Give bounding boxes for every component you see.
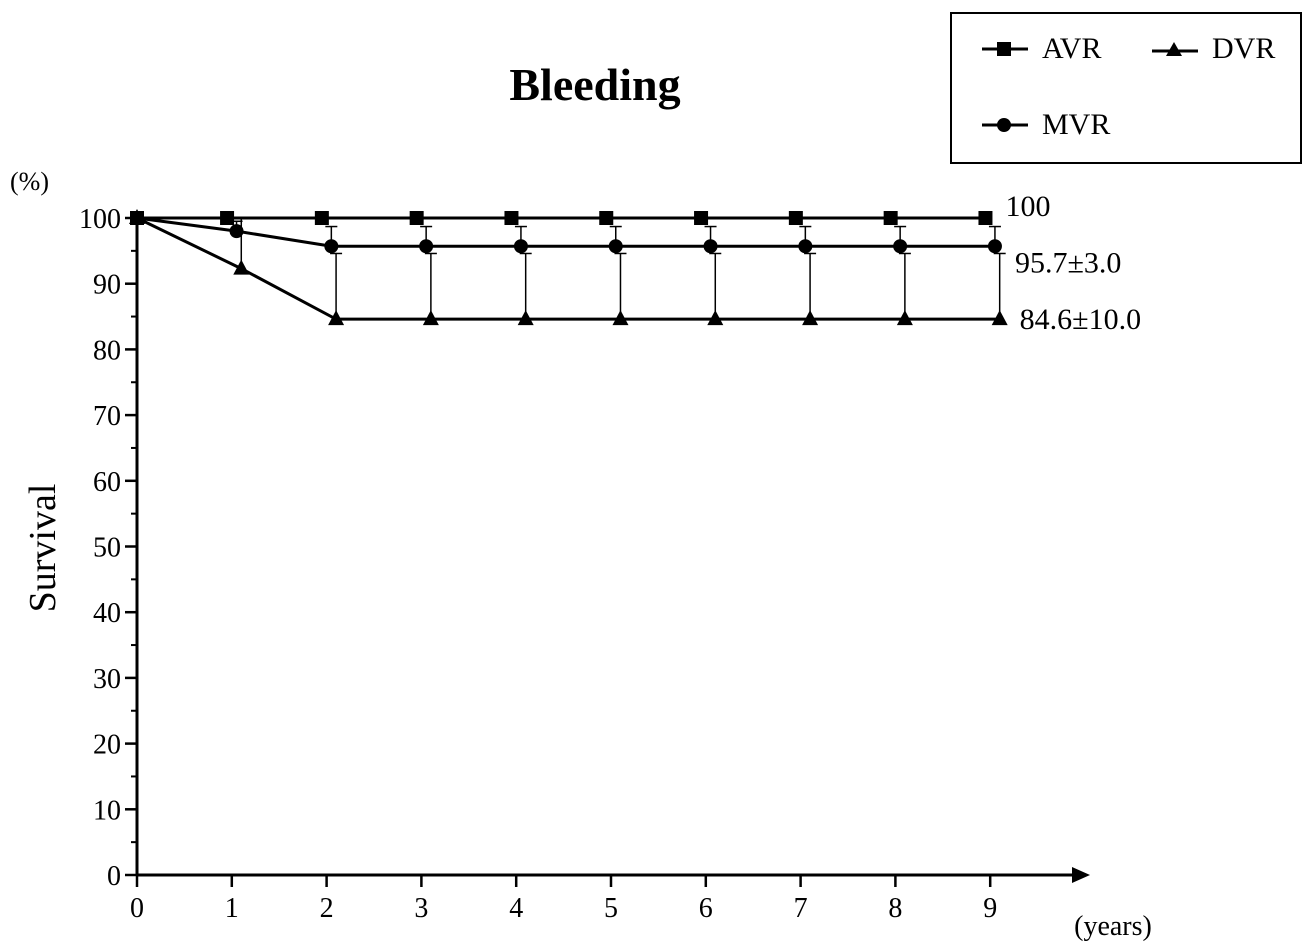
x-tick-label: 6 bbox=[699, 893, 713, 924]
y-tick-label: 70 bbox=[93, 401, 121, 432]
series-markers bbox=[129, 209, 1008, 326]
point-mvr bbox=[893, 239, 908, 254]
point-mvr bbox=[513, 239, 528, 254]
point-dvr bbox=[422, 310, 439, 326]
y-tick-label: 10 bbox=[93, 795, 121, 826]
y-tick-label: 30 bbox=[93, 664, 121, 695]
point-mvr bbox=[703, 239, 718, 254]
point-avr bbox=[883, 211, 898, 225]
end-labels: 100 95.7±3.0 84.6±10.0 bbox=[1005, 190, 1141, 336]
y-tick-label: 40 bbox=[93, 598, 121, 629]
x-tick-label: 0 bbox=[130, 893, 144, 924]
legend: AVR DVR MVR bbox=[950, 12, 1302, 164]
error-bars bbox=[230, 217, 1006, 320]
point-mvr bbox=[229, 224, 244, 239]
legend-label-dvr: DVR bbox=[1212, 32, 1276, 65]
point-avr bbox=[599, 211, 614, 225]
point-mvr bbox=[324, 239, 339, 254]
legend-item-mvr: MVR bbox=[980, 108, 1110, 142]
x-tick-label: 5 bbox=[604, 893, 618, 924]
point-mvr bbox=[798, 239, 813, 254]
end-label-mvr: 95.7±3.0 bbox=[1015, 246, 1121, 279]
legend-item-dvr: DVR bbox=[1150, 32, 1275, 66]
point-avr bbox=[314, 211, 329, 225]
x-tick-label: 9 bbox=[983, 893, 997, 924]
y-axis-unit: (%) bbox=[10, 167, 49, 196]
legend-item-avr: AVR bbox=[980, 32, 1101, 66]
point-avr bbox=[504, 211, 519, 225]
end-label-avr: 100 bbox=[1005, 190, 1050, 223]
axes: 0 10 20 30 40 50 60 70 80 90 100 0 1 2 3 4 5 6 7 8 9 bbox=[79, 204, 1090, 924]
x-tick-label: 3 bbox=[414, 893, 428, 924]
y-tick-label: 80 bbox=[93, 335, 121, 366]
chart-title: Bleeding bbox=[509, 59, 680, 110]
series-lines bbox=[136, 216, 1000, 321]
y-tick-label: 50 bbox=[93, 533, 121, 564]
y-tick-label: 0 bbox=[107, 861, 121, 892]
y-tick-label: 100 bbox=[79, 204, 121, 235]
point-dvr bbox=[896, 310, 913, 326]
series-line-mvr bbox=[136, 216, 995, 248]
point-mvr bbox=[419, 239, 434, 254]
point-dvr bbox=[517, 310, 534, 326]
point-mvr bbox=[608, 239, 623, 254]
point-mvr bbox=[987, 239, 1002, 254]
point-dvr bbox=[233, 259, 250, 275]
x-tick-label: 7 bbox=[794, 893, 808, 924]
x-tick-label: 8 bbox=[888, 893, 902, 924]
point-dvr bbox=[612, 310, 629, 326]
point-dvr bbox=[328, 310, 345, 326]
point-avr bbox=[694, 211, 709, 225]
legend-triangle-marker-icon bbox=[1152, 42, 1198, 56]
point-dvr bbox=[991, 310, 1008, 326]
series-line-dvr bbox=[136, 216, 1000, 321]
legend-label-avr: AVR bbox=[1042, 32, 1102, 65]
y-tick-label: 20 bbox=[93, 730, 121, 761]
x-tick-label: 1 bbox=[225, 893, 239, 924]
y-tick-label: 60 bbox=[93, 467, 121, 498]
legend-square-marker-icon bbox=[982, 42, 1028, 56]
end-label-dvr: 84.6±10.0 bbox=[1020, 303, 1141, 336]
point-avr bbox=[788, 211, 803, 225]
point-avr bbox=[409, 211, 424, 225]
point-avr bbox=[220, 211, 235, 225]
x-tick-label: 4 bbox=[509, 893, 523, 924]
point-dvr bbox=[129, 209, 145, 224]
x-axis-label: (years) bbox=[1074, 911, 1152, 942]
x-axis-arrow-icon bbox=[1072, 867, 1090, 883]
y-axis-label: Survival bbox=[22, 484, 64, 613]
legend-circle-marker-icon bbox=[982, 118, 1028, 132]
legend-label-mvr: MVR bbox=[1042, 108, 1111, 141]
point-avr bbox=[978, 211, 993, 225]
point-dvr bbox=[707, 310, 724, 326]
y-tick-label: 90 bbox=[93, 270, 121, 301]
point-dvr bbox=[802, 310, 819, 326]
x-tick-label: 2 bbox=[320, 893, 334, 924]
